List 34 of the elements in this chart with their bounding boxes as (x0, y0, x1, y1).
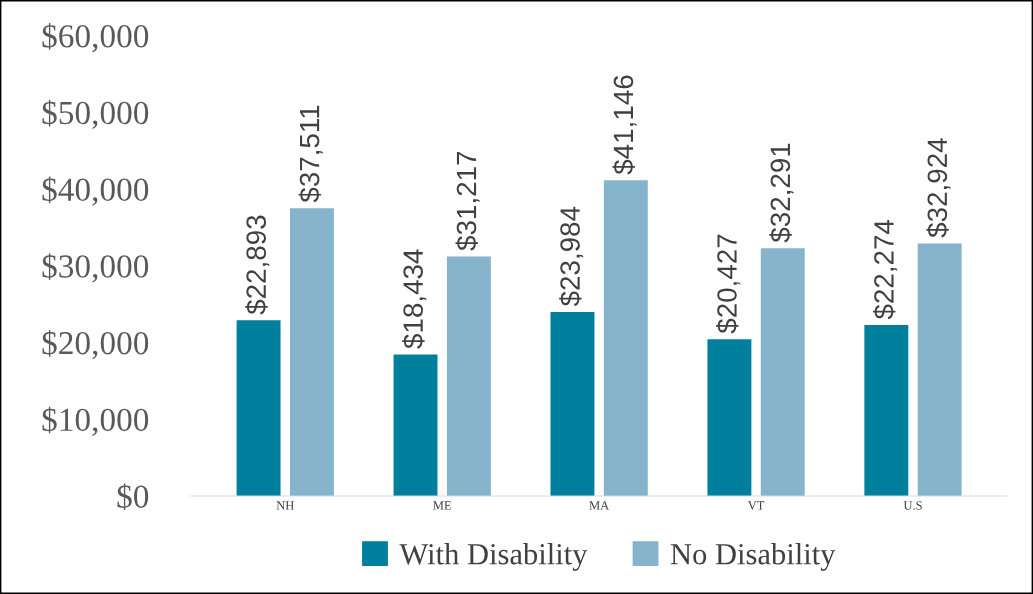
bar (550, 311, 595, 496)
bar (603, 180, 648, 496)
data-label: $20,427 (716, 234, 741, 334)
y-tick-label: $60,000 (42, 23, 149, 53)
data-label: $37,511 (298, 105, 323, 203)
data-label: $22,893 (245, 215, 270, 315)
y-tick-label: $20,000 (42, 329, 149, 360)
data-label: $31,217 (455, 151, 480, 251)
x-tick-label: MA (589, 501, 610, 510)
bar (917, 243, 962, 496)
data-label: $32,291 (769, 143, 794, 243)
bar (446, 256, 491, 496)
bar (236, 320, 281, 496)
legend-label: No Disability (670, 543, 836, 571)
bar (864, 325, 909, 496)
x-tick-label: U.S (903, 501, 922, 510)
bar (289, 208, 334, 496)
bar (707, 339, 752, 496)
x-tick-label: NH (276, 501, 294, 510)
bar (393, 354, 438, 496)
x-tick-label: ME (433, 501, 451, 510)
data-label: $18,434 (402, 249, 427, 349)
y-tick-label: $0 (117, 483, 149, 511)
data-label: $23,984 (559, 206, 584, 307)
y-tick-label: $30,000 (42, 253, 149, 283)
data-label: $32,924 (926, 138, 951, 238)
data-label: $22,274 (872, 219, 898, 320)
data-label: $41,146 (612, 75, 637, 175)
y-tick-label: $10,000 (42, 406, 149, 436)
y-tick-label: $50,000 (42, 99, 149, 130)
bar (760, 248, 805, 496)
x-tick-label: VT (747, 501, 765, 510)
legend-label: With Disability (399, 543, 588, 571)
y-tick-label: $40,000 (42, 176, 149, 206)
